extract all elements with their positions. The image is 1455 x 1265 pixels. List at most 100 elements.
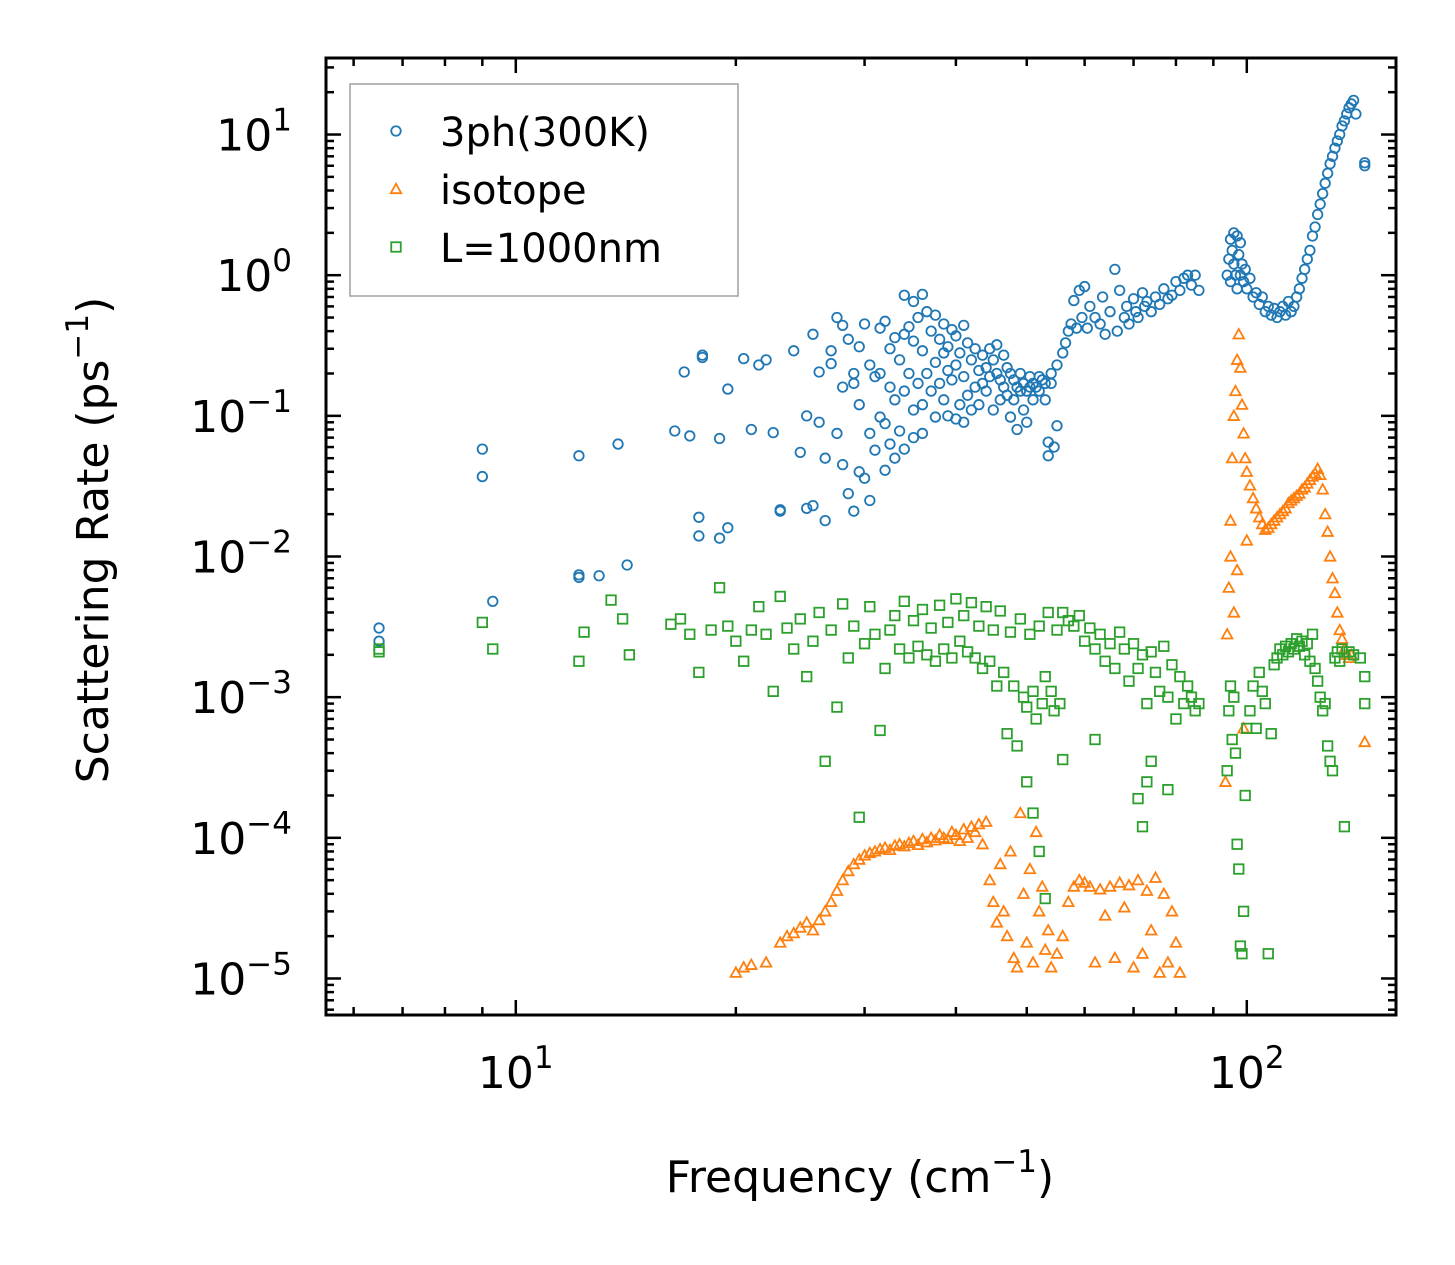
y-tick-label: 10−4: [190, 806, 292, 865]
boundary-point: [1141, 776, 1153, 788]
3ph-point: [1233, 248, 1245, 261]
isotope-point: [1233, 360, 1248, 373]
boundary-point: [1231, 838, 1243, 850]
tick-labels: 101 102 101 100 10−1 10−2 10−3 10−4 10−5: [190, 103, 1284, 1099]
3ph-point: [1359, 160, 1371, 172]
3ph-point: [965, 404, 978, 416]
isotope-point: [1357, 734, 1372, 748]
boundary-point: [933, 599, 946, 611]
isotope-point: [868, 844, 882, 857]
boundary-point: [853, 811, 865, 823]
3ph-point: [373, 635, 385, 647]
3ph-point: [1231, 230, 1243, 242]
isotope-point: [1270, 510, 1284, 523]
3ph-point: [1045, 377, 1057, 390]
boundary-point: [813, 606, 825, 619]
3ph-point: [1279, 309, 1292, 321]
3ph-point: [837, 381, 849, 393]
boundary-point: [1262, 948, 1274, 960]
x-axis-title: Frequency (cm−1): [666, 1144, 1054, 1203]
boundary-point: [373, 643, 385, 655]
3ph-point: [973, 399, 985, 411]
isotope-point: [1152, 965, 1167, 978]
boundary-point: [1039, 892, 1051, 905]
isotope-point: [1335, 631, 1349, 644]
3ph-point: [713, 532, 726, 544]
boundary-point: [573, 655, 585, 667]
3ph-point: [907, 431, 920, 444]
3ph-point: [916, 345, 929, 357]
3ph-point: [1228, 258, 1240, 270]
plot-frame: [324, 56, 1398, 1017]
boundary-point: [753, 601, 765, 613]
3ph-point: [819, 452, 831, 464]
boundary-point: [1170, 713, 1182, 725]
boundary-point: [1256, 685, 1268, 697]
3ph-point: [1244, 272, 1256, 284]
boundary-point: [605, 594, 617, 606]
boundary-point: [1317, 705, 1329, 717]
3ph-point: [738, 353, 750, 365]
boundary-point: [903, 652, 915, 664]
3ph-point: [1051, 359, 1063, 371]
3ph-point: [864, 494, 876, 507]
3ph-point: [950, 359, 962, 371]
series-isotope: [729, 327, 1372, 978]
3ph-point: [1136, 287, 1149, 299]
isotope-point: [1328, 585, 1342, 599]
boundary-point: [973, 620, 985, 632]
boundary-point: [1321, 740, 1334, 752]
legend: 3ph(300K) isotope L=1000nm: [349, 83, 739, 297]
boundary-point: [616, 613, 629, 625]
isotope-point: [1135, 946, 1150, 959]
isotope-point: [1238, 451, 1252, 464]
3ph-point: [848, 505, 860, 517]
boundary-point: [794, 613, 806, 625]
isotope-point: [1061, 894, 1076, 908]
3ph-point: [837, 319, 849, 331]
boundary-point: [1174, 670, 1186, 683]
3ph-point: [794, 446, 806, 459]
3ph-point: [1099, 328, 1111, 340]
boundary-point: [907, 614, 920, 627]
3ph-point: [801, 410, 813, 422]
boundary-point: [842, 652, 854, 664]
isotope-point: [1140, 883, 1154, 896]
boundary-point: [1158, 640, 1170, 652]
isotope-point: [1029, 824, 1043, 838]
3ph-point: [925, 325, 937, 337]
3ph-point: [1347, 94, 1360, 106]
3ph-point: [991, 367, 1003, 380]
3ph-point: [958, 370, 970, 383]
isotope-point: [1126, 960, 1141, 973]
isotope-point: [1258, 522, 1273, 535]
y-tick-label: 10−1: [190, 384, 292, 443]
3ph-point: [1189, 269, 1201, 281]
3ph-point: [954, 347, 966, 359]
3ph-point: [1042, 450, 1054, 462]
3ph-point: [942, 364, 954, 377]
isotope-point: [1323, 549, 1337, 562]
boundary-point: [623, 649, 635, 661]
isotope-point: [1289, 488, 1304, 501]
3ph-point: [1132, 311, 1144, 324]
boundary-point: [969, 652, 981, 664]
boundary-point: [1024, 628, 1036, 640]
isotope-point: [1013, 805, 1028, 819]
boundary-point: [938, 643, 950, 655]
3ph-point: [1004, 411, 1017, 423]
3ph-point: [950, 330, 962, 342]
isotope-point: [960, 830, 975, 843]
isotope-point: [1000, 929, 1014, 942]
boundary-point: [1057, 753, 1069, 766]
boundary-point: [1178, 697, 1190, 710]
3ph-point: [973, 364, 985, 377]
boundary-point: [848, 620, 860, 632]
3ph-point: [1158, 283, 1170, 295]
3ph-point: [1350, 108, 1362, 120]
boundary-point: [889, 609, 901, 622]
isotope-point: [759, 955, 773, 968]
boundary-point: [898, 595, 910, 607]
boundary-point: [884, 624, 896, 636]
3ph-point: [1039, 377, 1051, 390]
